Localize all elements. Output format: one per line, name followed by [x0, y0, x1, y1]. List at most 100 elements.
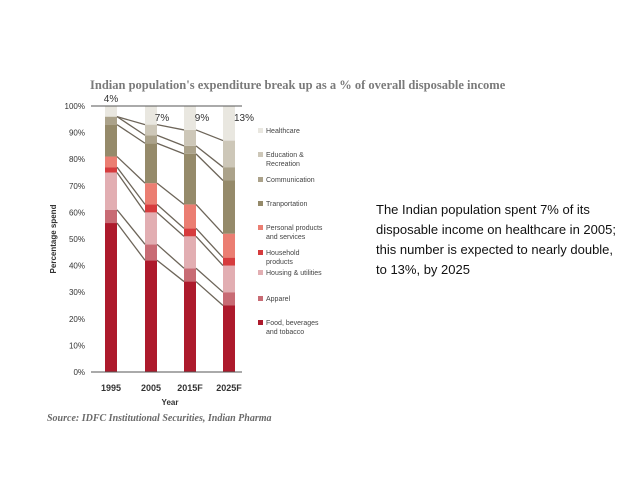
connector-line: [116, 222, 146, 261]
bar-segment: [184, 236, 196, 269]
bar-segment: [145, 212, 157, 245]
bar-segment: [184, 129, 196, 146]
bar-segment: [105, 106, 117, 117]
connector-line: [195, 227, 224, 259]
bar-segment: [184, 153, 196, 205]
connector-line: [195, 235, 224, 267]
connector-line: [116, 172, 146, 213]
y-tick-label: 10%: [69, 341, 85, 350]
connector-line: [116, 116, 146, 126]
bar-segment: [105, 223, 117, 372]
connector-line: [156, 203, 185, 229]
legend-label: and services: [266, 234, 306, 241]
y-axis-title: Percentage spend: [49, 204, 58, 273]
connector-line: [116, 124, 146, 144]
bar-segment: [145, 183, 157, 205]
legend-swatch: [258, 296, 263, 301]
legend-label: Housing & utilities: [266, 270, 322, 277]
x-tick-label: 2005: [141, 383, 161, 393]
connector-line: [156, 134, 185, 147]
connector-line: [116, 166, 146, 205]
x-tick-label: 2015F: [177, 383, 203, 393]
connector-line: [116, 209, 146, 245]
y-tick-label: 80%: [69, 155, 85, 164]
legend-label: Recreation: [266, 161, 300, 168]
bar-segment: [145, 260, 157, 372]
legend-swatch: [258, 270, 263, 275]
connector-line: [156, 142, 185, 155]
healthcare-share-label: 4%: [104, 94, 119, 105]
y-tick-label: 30%: [69, 288, 85, 297]
legend-label: Apparel: [266, 296, 291, 303]
connector-line: [116, 116, 146, 136]
bar-segment: [184, 204, 196, 229]
healthcare-share-label: 13%: [234, 113, 254, 124]
source-note: Source: IDFC Institutional Securities, I…: [47, 413, 272, 424]
legend-label: Personal products: [266, 225, 323, 232]
y-tick-label: 90%: [69, 129, 85, 138]
bar-segment: [223, 257, 235, 266]
connector-line: [195, 129, 224, 142]
connector-line: [156, 123, 185, 131]
bar-segment: [184, 281, 196, 372]
connector-line: [156, 259, 185, 283]
bar-segment: [145, 204, 157, 213]
bar-segment: [105, 167, 117, 173]
bar-segment: [105, 172, 117, 210]
chart-title: Indian population's expenditure break up…: [90, 78, 506, 92]
x-tick-label: 2025F: [216, 383, 242, 393]
connector-line: [156, 211, 185, 237]
connector-line: [195, 267, 224, 293]
connector-line: [195, 153, 224, 181]
x-tick-label: 1995: [101, 383, 121, 393]
bar-segment: [223, 265, 235, 293]
bar-segment: [105, 124, 117, 157]
legend-label: Communication: [266, 177, 315, 184]
bar-segment: [223, 106, 235, 141]
bar-segment: [145, 244, 157, 261]
healthcare-share-label: 9%: [195, 113, 210, 124]
connector-line: [195, 281, 224, 306]
legend-label: Household: [266, 250, 300, 257]
bar-segment: [105, 209, 117, 224]
legend-swatch: [258, 201, 263, 206]
healthcare-share-label: 7%: [155, 113, 170, 124]
legend-label: products: [266, 259, 293, 266]
connector-line: [156, 243, 185, 269]
bar-segment: [223, 292, 235, 306]
bar-segment: [223, 140, 235, 168]
bar-segment: [184, 145, 196, 154]
bar-segment: [223, 305, 235, 372]
connector-line: [116, 156, 146, 184]
connector-line: [156, 182, 185, 205]
legend-swatch: [258, 225, 263, 230]
bar-segment: [145, 143, 157, 184]
legend-label: Healthcare: [266, 128, 300, 135]
bar-segment: [184, 228, 196, 237]
legend-label: and tobacco: [266, 329, 304, 336]
legend-swatch: [258, 177, 263, 182]
bar-segment: [145, 124, 157, 136]
legend-swatch: [258, 320, 263, 325]
y-tick-label: 100%: [65, 102, 85, 111]
bar-segment: [105, 156, 117, 168]
bar-segment: [145, 106, 157, 125]
y-tick-label: 70%: [69, 182, 85, 191]
bar-segment: [105, 116, 117, 125]
y-tick-label: 20%: [69, 315, 85, 324]
bar-segment: [184, 268, 196, 282]
connector-line: [195, 203, 224, 235]
y-tick-label: 40%: [69, 262, 85, 271]
bar-segment: [184, 106, 196, 130]
x-axis-title: Year: [162, 398, 179, 407]
legend-swatch: [258, 152, 263, 157]
connector-line: [195, 145, 224, 168]
annotation-text: The Indian population spent 7% of its di…: [376, 202, 616, 277]
bar-segment: [145, 135, 157, 144]
legend-swatch: [258, 250, 263, 255]
y-tick-label: 50%: [69, 235, 85, 244]
legend-label: Tranportation: [266, 201, 307, 208]
y-tick-label: 60%: [69, 208, 85, 217]
legend-label: Food, beverages: [266, 320, 319, 327]
